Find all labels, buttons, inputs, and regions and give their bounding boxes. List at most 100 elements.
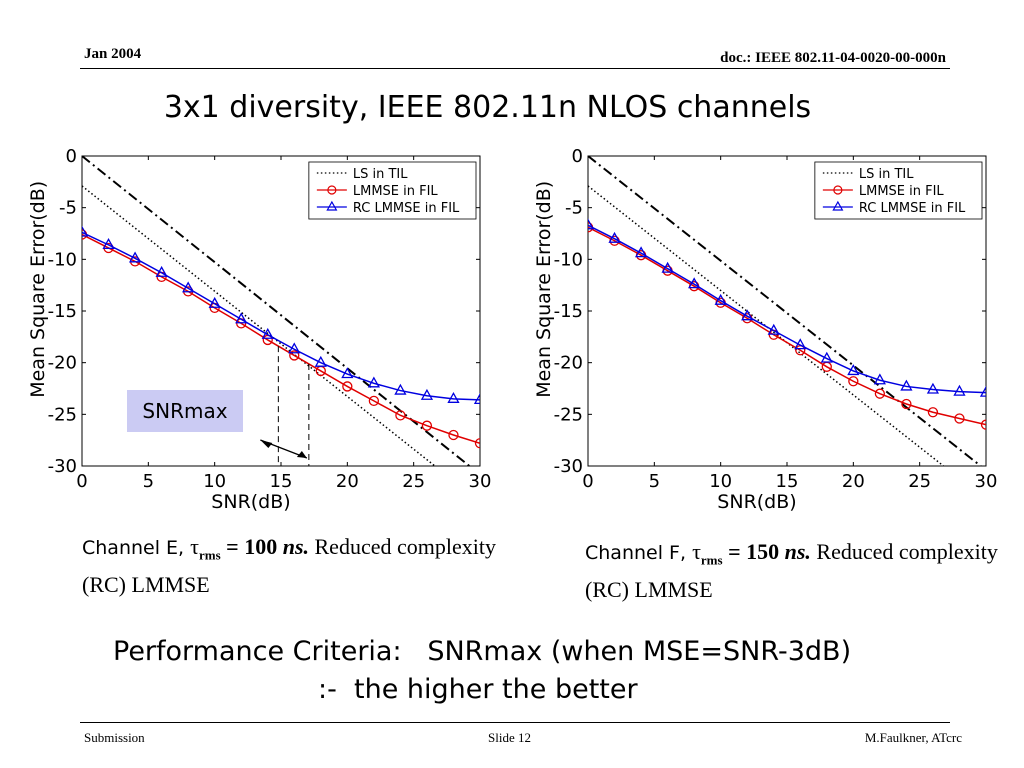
rc-lmmse-point [341, 367, 354, 379]
x-tick-label: 20 [842, 471, 865, 492]
y-tick-label: -10 [554, 249, 583, 270]
rc-lmmse-point [288, 342, 301, 354]
caption-description: Reduced complexity (RC) LMMSE [82, 534, 496, 598]
y-tick-label: 0 [66, 146, 77, 167]
caption-value: = 150 [722, 539, 785, 564]
rc-lmmse-point [235, 312, 248, 324]
rc-lmmse-point [794, 338, 807, 350]
legend: LS in TIL LMMSE in FIL RC LMMSE in FIL [814, 161, 983, 220]
rc-lmmse-in-fil-line [82, 231, 480, 401]
rc-lmmse-point [447, 391, 460, 403]
rc-lmmse-point [688, 277, 701, 289]
tau-symbol: τ [190, 534, 199, 559]
header-date: Jan 2004 [84, 46, 142, 62]
x-tick-label: 30 [469, 471, 492, 492]
rc-lmmse-point [661, 261, 674, 273]
lmmse-point [980, 419, 986, 430]
caption-channel-label: Channel F, [585, 542, 693, 564]
lmmse-point [368, 395, 380, 407]
rc-lmmse-point [102, 238, 115, 250]
lmmse-point [342, 381, 353, 392]
x-tick-label: 10 [203, 471, 226, 492]
rc-lmmse-point [208, 296, 221, 308]
lmmse-point [289, 350, 300, 361]
rc-lmmse-point [182, 281, 195, 293]
lmmse-point [901, 398, 912, 410]
y-tick-label: -20 [554, 353, 583, 374]
rc-lmmse-point [741, 309, 754, 321]
y-tick-label: -5 [59, 198, 77, 219]
rc-lmmse-point [155, 265, 168, 277]
rc-lmmse-point [608, 231, 621, 243]
legend-triangle-marker [832, 200, 844, 211]
y-tick-label: -30 [554, 456, 583, 477]
legend-label: LS in TIL [353, 167, 408, 182]
legend-label: RC LMMSE in FIL [859, 201, 966, 216]
x-axis-label: SNR(dB) [717, 491, 796, 513]
snrmax-label-box [127, 390, 243, 432]
plot-area [82, 156, 480, 466]
y-tick-label: -25 [48, 404, 77, 425]
footer-left: Submission [84, 730, 145, 745]
lmmse-point [848, 376, 859, 387]
rc-lmmse-point [767, 323, 780, 335]
x-tick-label: 5 [143, 471, 154, 492]
rc-lmmse-point [367, 376, 380, 388]
caption-unit: ns. [282, 534, 309, 559]
snrmax-arrowtail [260, 440, 273, 448]
snrmax-label: SNRmax [142, 399, 227, 423]
footer-divider [80, 722, 950, 723]
rms-subscript: rms [198, 547, 221, 563]
rc-lmmse-point [873, 373, 886, 385]
chart-channel-e: 0 5 10 15 20 25 30 0 -5 -10 -15 -20 -25 -30 SNR(dB) Mea… [27, 146, 492, 513]
x-tick-label: 20 [336, 471, 359, 492]
rc-lmmse-point [588, 218, 595, 230]
x-tick-label: 5 [649, 471, 660, 492]
y-tick-label: -15 [554, 301, 583, 322]
footer-slide-number: Slide 12 [488, 730, 531, 745]
rc-lmmse-point [634, 246, 648, 258]
caption-channel-e: Channel E, τrms = 100 ns. Reduced comple… [82, 532, 502, 600]
x-tick-label: 0 [582, 471, 593, 492]
x-tick-label: 15 [776, 471, 799, 492]
legend-triangle-marker [326, 200, 338, 211]
rc-lmmse-point [128, 251, 142, 263]
y-tick-label: -30 [48, 456, 77, 477]
y-tick-label: -25 [554, 404, 583, 425]
legend-label: LMMSE in FIL [859, 184, 945, 199]
y-tick-label: -10 [48, 249, 77, 270]
legend-label: RC LMMSE in FIL [353, 201, 460, 216]
lmmse-in-fil-line [588, 226, 986, 426]
rms-subscript: rms [700, 552, 723, 568]
rc-lmmse-point [714, 293, 727, 305]
rc-lmmse-point [953, 384, 966, 396]
y-tick-label: -5 [565, 198, 583, 219]
caption-channel-label: Channel E, [82, 537, 191, 559]
legend-label: LMMSE in FIL [353, 184, 439, 199]
rc-lmmse-point [82, 225, 89, 237]
reference-dashdot-line [82, 156, 471, 466]
x-tick-label: 25 [908, 471, 931, 492]
y-axis-label: Mean Square Error(dB) [533, 181, 555, 398]
x-tick-label: 30 [975, 471, 998, 492]
rc-lmmse-in-fil-line [588, 224, 986, 394]
caption-value: = 100 [220, 534, 283, 559]
caption-channel-f: Channel F, τrms = 150 ns. Reduced comple… [585, 537, 1005, 605]
lmmse-point [448, 429, 459, 441]
y-tick-label: -15 [48, 301, 77, 322]
legend-circle-marker [833, 185, 843, 195]
rc-lmmse-point [926, 382, 940, 394]
lmmse-in-fil-line [82, 233, 480, 444]
criteria-line-2: :- the higher the better [318, 674, 638, 705]
plot-area [588, 156, 986, 466]
slide-title: 3x1 diversity, IEEE 802.11n NLOS channel… [163, 90, 812, 125]
lmmse-point [474, 438, 480, 449]
rc-lmmse-point [473, 393, 480, 405]
x-tick-label: 10 [709, 471, 732, 492]
rc-lmmse-point [420, 388, 434, 400]
lmmse-point [874, 388, 886, 399]
caption-description: Reduced complexity (RC) LMMSE [585, 539, 998, 603]
footer-author: M.Faulkner, ATcrc [864, 730, 962, 745]
x-tick-label: 15 [270, 471, 293, 492]
chart-channel-f: 0 5 10 15 20 25 30 0 -5 -10 -15 -20 -25 -30 SNR(dB) Mea… [533, 146, 998, 513]
